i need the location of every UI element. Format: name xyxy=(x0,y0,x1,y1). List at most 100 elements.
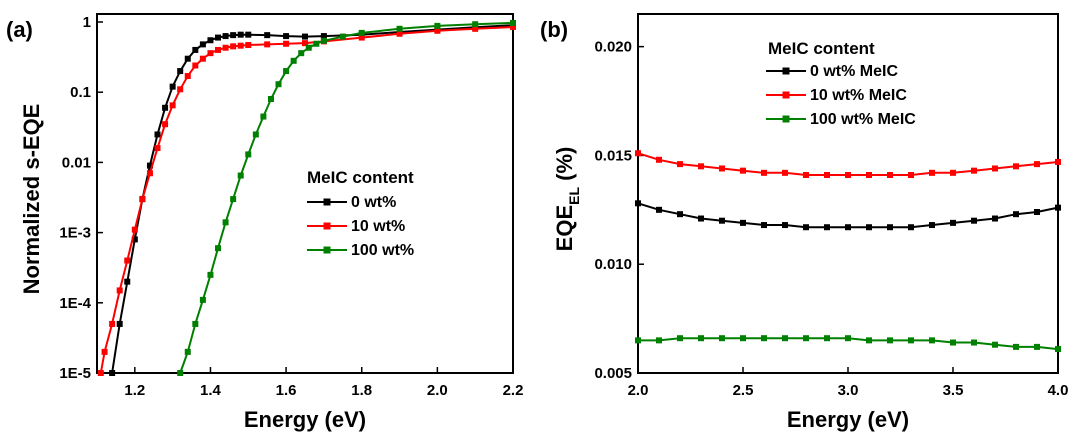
series-line-0-0 xyxy=(111,24,514,374)
data-point-0-2-18 xyxy=(313,40,320,47)
data-point-1-0-13 xyxy=(908,224,914,231)
data-point-1-0-10 xyxy=(845,224,851,231)
data-point-1-0-16 xyxy=(971,217,977,224)
x-axis-title-b: Energy (eV) xyxy=(787,407,909,432)
data-point-0-0-10 xyxy=(184,55,191,62)
data-point-0-2-3 xyxy=(199,296,206,303)
data-point-0-2-1 xyxy=(184,348,191,355)
data-point-1-1-8 xyxy=(803,172,809,179)
data-point-1-1-6 xyxy=(761,169,767,176)
panel-a: (a) 1.2 1.4 1.6 1.8 2.0 2.2 1E-5 1E-4 1E-3 0.01 0.… xyxy=(6,13,523,432)
data-point-0-1-1 xyxy=(101,348,108,355)
data-point-0-1-11 xyxy=(177,86,184,93)
legend-label-0-1: 10 wt% xyxy=(351,218,405,235)
x-tick-label-0-2: 1.6 xyxy=(276,382,297,399)
data-point-0-0-14 xyxy=(215,34,222,41)
data-point-1-2-8 xyxy=(803,335,809,342)
data-point-1-0-11 xyxy=(866,224,872,231)
y-axis-title-b-main: EQE xyxy=(552,205,577,251)
data-point-0-2-19 xyxy=(320,37,327,44)
data-point-0-0-7 xyxy=(162,104,169,111)
data-point-1-2-20 xyxy=(1055,346,1061,353)
data-point-1-2-18 xyxy=(1013,343,1019,350)
data-point-0-1-19 xyxy=(237,42,244,49)
data-point-0-2-10 xyxy=(252,131,259,138)
data-point-0-2-15 xyxy=(290,57,297,64)
data-point-1-1-17 xyxy=(992,165,998,172)
legend-title-b: MeIC content xyxy=(768,39,875,58)
data-point-1-2-6 xyxy=(761,335,767,342)
ticks-a: 1.2 1.4 1.6 1.8 2.0 2.2 1E-5 1E-4 1E-3 0.01 0.1 1 xyxy=(59,14,523,399)
data-point-0-0-15 xyxy=(222,33,229,40)
data-point-1-1-7 xyxy=(782,169,788,176)
data-point-1-0-17 xyxy=(992,215,998,222)
data-point-0-2-22 xyxy=(396,25,403,32)
x-axis-title-b-text: Energy (eV) xyxy=(787,407,909,432)
data-point-0-1-8 xyxy=(154,145,161,152)
data-point-0-0-12 xyxy=(199,41,206,48)
data-point-1-1-16 xyxy=(971,167,977,174)
series-line-0-1 xyxy=(99,26,514,374)
y-tick-label-0-0: 1E-5 xyxy=(59,365,91,382)
legend-label-0-0: 0 wt% xyxy=(351,194,396,211)
data-point-1-0-4 xyxy=(719,217,725,224)
data-point-0-2-20 xyxy=(339,33,346,40)
data-point-0-1-3 xyxy=(116,287,123,294)
data-point-0-0-11 xyxy=(192,46,199,53)
data-point-0-0-22 xyxy=(320,33,327,40)
y-tick-label-0-5: 1 xyxy=(83,14,91,31)
data-point-1-0-2 xyxy=(677,211,683,218)
data-point-1-1-4 xyxy=(719,165,725,172)
x-tick-label-1-1: 2.5 xyxy=(733,382,754,399)
data-point-0-1-22 xyxy=(283,40,290,47)
y-axis-title-b: EQEEL (%) xyxy=(552,147,582,252)
data-point-0-1-10 xyxy=(169,102,176,109)
data-point-0-0-2 xyxy=(124,278,131,285)
data-point-0-2-0 xyxy=(177,370,184,376)
data-point-0-2-11 xyxy=(260,113,267,120)
legend-marker-0-0 xyxy=(323,198,331,206)
data-point-0-1-2 xyxy=(109,320,116,327)
data-point-1-2-9 xyxy=(824,335,830,342)
data-point-0-1-15 xyxy=(207,50,214,57)
data-point-1-0-12 xyxy=(887,224,893,231)
data-point-0-2-21 xyxy=(358,29,365,36)
series-layer-a xyxy=(97,19,516,376)
data-point-1-2-13 xyxy=(908,337,914,344)
series-line-1-0 xyxy=(637,202,1059,229)
y-tick-label-0-1: 1E-4 xyxy=(59,295,91,312)
data-point-0-2-5 xyxy=(215,245,222,252)
legend-marker-0-1 xyxy=(323,222,331,230)
legend-marker-0-2 xyxy=(323,246,331,254)
data-point-0-1-9 xyxy=(162,121,169,128)
series-layer-b xyxy=(635,150,1061,353)
y-axis-title-b-unit: (%) xyxy=(552,147,577,187)
legend-marker-1-2 xyxy=(782,115,790,123)
data-point-1-2-15 xyxy=(950,339,956,346)
legend-b: 0 wt% MeIC 10 wt% MeIC 100 wt% MeIC xyxy=(766,63,916,128)
data-point-0-0-0 xyxy=(109,370,116,376)
data-point-0-1-17 xyxy=(222,44,229,51)
data-point-1-1-14 xyxy=(929,169,935,176)
panel-label-b: (b) xyxy=(540,17,568,42)
data-point-0-2-6 xyxy=(222,219,229,226)
data-point-1-1-1 xyxy=(656,156,662,163)
data-point-1-0-18 xyxy=(1013,211,1019,218)
data-point-1-2-2 xyxy=(677,335,683,342)
panel-b: (b) 2.0 2.5 3.0 3.5 4.00.0050.0100.0150.020 … xyxy=(540,13,1069,432)
data-point-1-1-15 xyxy=(950,169,956,176)
legend-marker-1-0 xyxy=(782,67,790,75)
data-point-0-0-17 xyxy=(237,31,244,38)
data-point-0-1-18 xyxy=(230,43,237,50)
x-tick-label-1-2: 3.0 xyxy=(838,382,859,399)
legend-marker-1-1 xyxy=(782,91,790,99)
y-axis-title-b-subscript: EL xyxy=(566,187,582,205)
data-point-0-1-7 xyxy=(146,170,153,177)
data-point-0-1-12 xyxy=(184,73,191,80)
x-tick-label-1-4: 4.0 xyxy=(1048,382,1069,399)
data-point-1-2-16 xyxy=(971,339,977,346)
data-point-1-0-5 xyxy=(740,219,746,226)
data-point-1-0-20 xyxy=(1055,204,1061,211)
data-point-0-0-6 xyxy=(154,131,161,138)
